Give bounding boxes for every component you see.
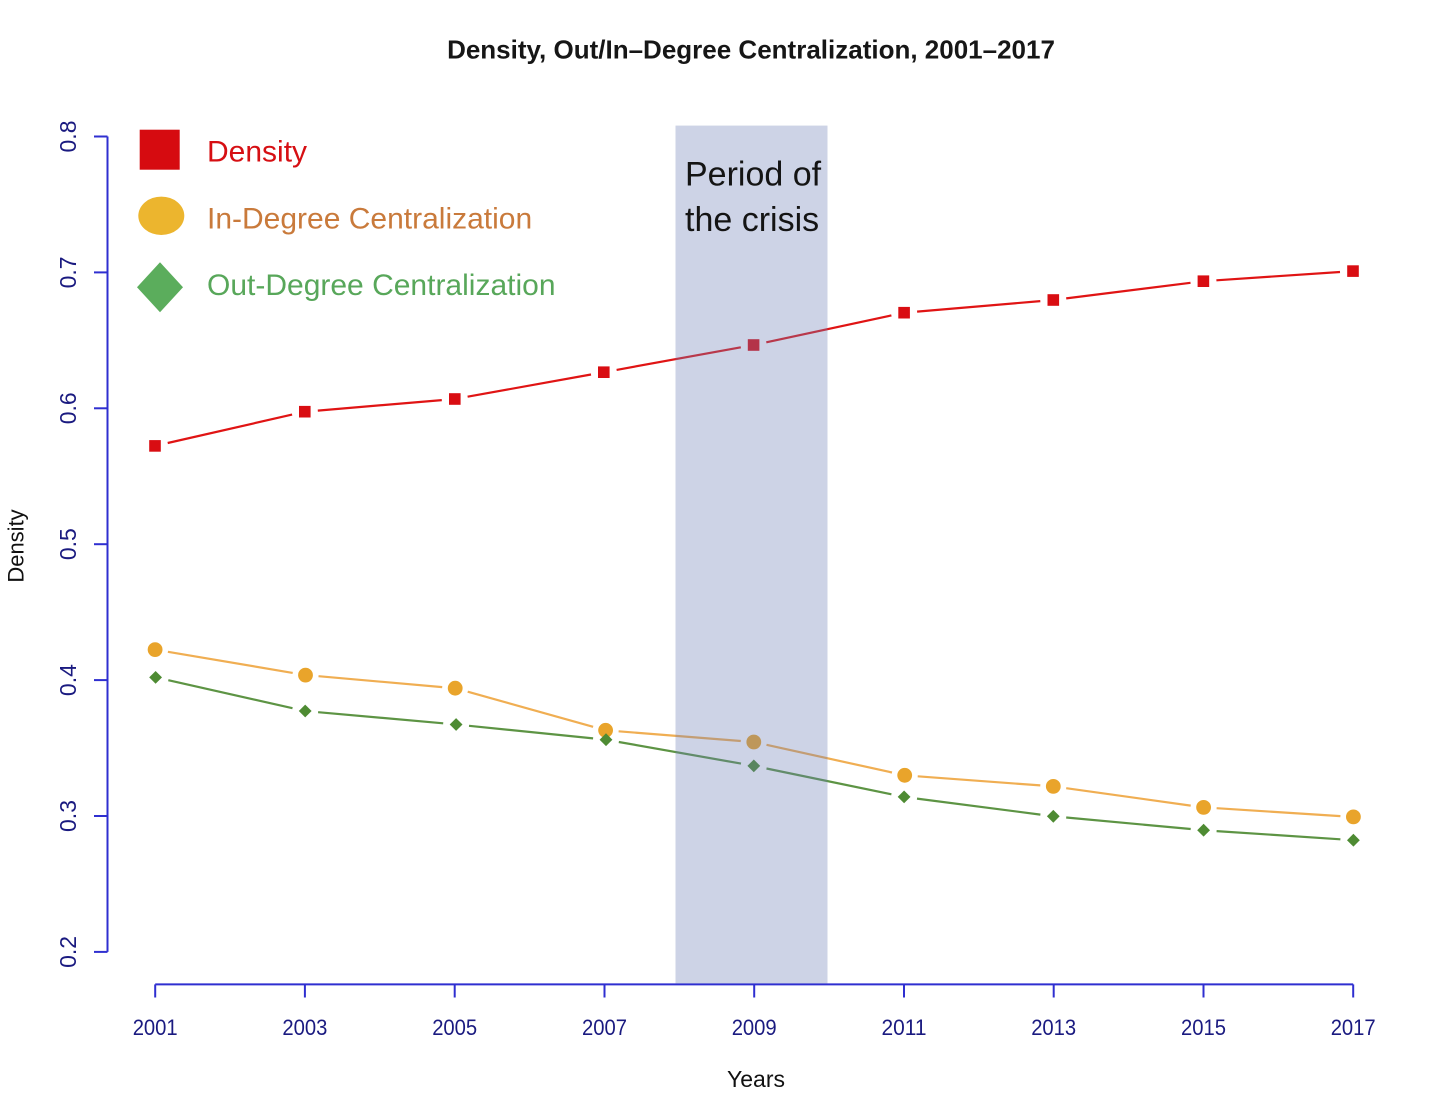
svg-text:2003: 2003 xyxy=(282,1015,327,1040)
svg-text:the crisis: the crisis xyxy=(685,201,819,239)
svg-text:Density: Density xyxy=(207,136,307,169)
svg-text:0.6: 0.6 xyxy=(55,392,81,424)
svg-text:0.4: 0.4 xyxy=(55,664,81,696)
svg-text:Years: Years xyxy=(727,1066,785,1092)
svg-text:In-Degree Centralization: In-Degree Centralization xyxy=(207,202,532,235)
svg-text:2009: 2009 xyxy=(732,1015,777,1040)
svg-text:Density, Out/In–Degree Central: Density, Out/In–Degree Centralization, 2… xyxy=(447,35,1055,65)
svg-text:2007: 2007 xyxy=(582,1015,627,1040)
svg-text:2001: 2001 xyxy=(133,1015,178,1040)
svg-text:0.5: 0.5 xyxy=(55,528,81,560)
svg-text:2017: 2017 xyxy=(1331,1015,1376,1040)
svg-text:0.7: 0.7 xyxy=(55,256,81,288)
svg-text:Period of: Period of xyxy=(685,156,822,194)
svg-text:2011: 2011 xyxy=(882,1015,927,1040)
svg-text:Density: Density xyxy=(3,509,28,582)
svg-text:0.3: 0.3 xyxy=(55,800,81,832)
svg-text:2015: 2015 xyxy=(1181,1015,1226,1040)
svg-text:2005: 2005 xyxy=(432,1015,477,1040)
svg-text:Out-Degree Centralization: Out-Degree Centralization xyxy=(207,269,556,302)
svg-text:0.8: 0.8 xyxy=(55,121,81,153)
svg-text:0.2: 0.2 xyxy=(55,936,81,968)
svg-text:2013: 2013 xyxy=(1031,1015,1076,1040)
